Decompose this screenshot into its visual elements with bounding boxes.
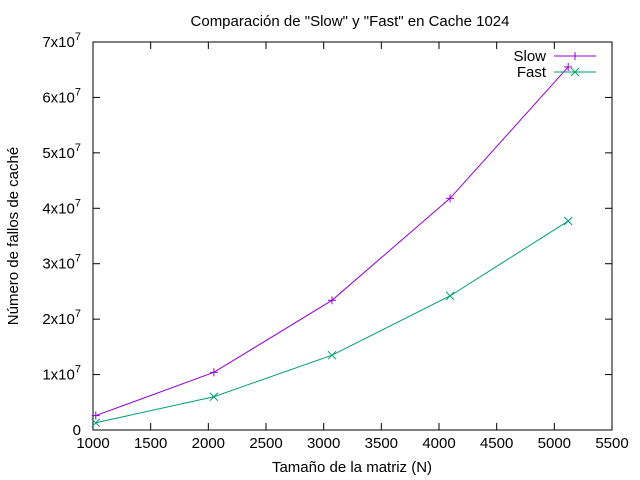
series-line-slow bbox=[95, 66, 569, 417]
x-axis: 1000 1500 2000 2500 3000 3500 4000 4500 5000 5500 bbox=[76, 42, 629, 452]
data-point-fast bbox=[563, 216, 573, 226]
y-tick-mantissa: 5x10 bbox=[42, 145, 75, 162]
y-tick-label: 1x107 bbox=[42, 364, 81, 384]
x-tick-label: 1500 bbox=[134, 435, 167, 452]
y-tick-mantissa: 7x10 bbox=[42, 34, 75, 51]
data-point-slow bbox=[327, 296, 336, 305]
x-tick-label: 5500 bbox=[595, 435, 628, 452]
y-tick-label: 3x107 bbox=[42, 253, 81, 273]
y-tick-mantissa: 0 bbox=[73, 422, 81, 439]
data-point-slow bbox=[564, 62, 573, 71]
y-tick-label: 2x107 bbox=[42, 308, 81, 328]
series-layer bbox=[91, 62, 573, 428]
data-point-slow bbox=[209, 368, 218, 377]
y-tick-exponent: 7 bbox=[75, 253, 81, 265]
data-point-fast bbox=[209, 392, 219, 402]
x-tick-label: 2500 bbox=[249, 435, 282, 452]
x-tick-label: 5000 bbox=[538, 435, 571, 452]
legend-marker-slow bbox=[571, 52, 579, 60]
x-tick-label: 4500 bbox=[480, 435, 513, 452]
y-tick-label: 7x107 bbox=[42, 31, 81, 51]
y-tick-mantissa: 4x10 bbox=[42, 200, 75, 217]
y-tick-label: 4x107 bbox=[42, 197, 81, 217]
data-point-fast bbox=[445, 291, 455, 301]
x-tick-label: 3000 bbox=[307, 435, 340, 452]
x-tick-label: 4000 bbox=[422, 435, 455, 452]
y-tick-exponent: 7 bbox=[75, 31, 81, 43]
y-tick-label: 5x107 bbox=[42, 142, 81, 162]
y-tick-label: 0 bbox=[73, 422, 81, 439]
x-tick-label: 3500 bbox=[365, 435, 398, 452]
data-point-fast bbox=[327, 350, 337, 360]
y-tick-exponent: 7 bbox=[75, 142, 81, 154]
y-tick-exponent: 7 bbox=[75, 308, 81, 320]
y-tick-mantissa: 6x10 bbox=[42, 89, 75, 106]
series-line-fast bbox=[95, 220, 569, 424]
y-tick-mantissa: 1x10 bbox=[42, 367, 75, 384]
x-tick-label: 2000 bbox=[192, 435, 225, 452]
y-tick-label: 6x107 bbox=[42, 86, 81, 106]
y-tick-exponent: 7 bbox=[75, 197, 81, 209]
data-point-slow bbox=[446, 194, 455, 203]
y-tick-mantissa: 2x10 bbox=[42, 311, 75, 328]
y-tick-exponent: 7 bbox=[75, 364, 81, 376]
x-tick-label: 1000 bbox=[76, 435, 109, 452]
chart-title: Comparación de "Slow" y "Fast" en Cache … bbox=[191, 13, 510, 30]
data-point-slow bbox=[91, 411, 100, 420]
y-tick-mantissa: 3x10 bbox=[42, 256, 75, 273]
y-tick-exponent: 7 bbox=[75, 86, 81, 98]
legend-label-slow: Slow bbox=[513, 48, 546, 65]
y-axis-title: Número de fallos de caché bbox=[5, 147, 22, 325]
legend-marker-fast bbox=[570, 67, 580, 77]
legend-label-fast: Fast bbox=[517, 64, 547, 81]
plot-frame bbox=[92, 41, 613, 431]
data-point-fast bbox=[91, 418, 101, 428]
x-axis-title: Tamaño de la matriz (N) bbox=[272, 459, 432, 476]
